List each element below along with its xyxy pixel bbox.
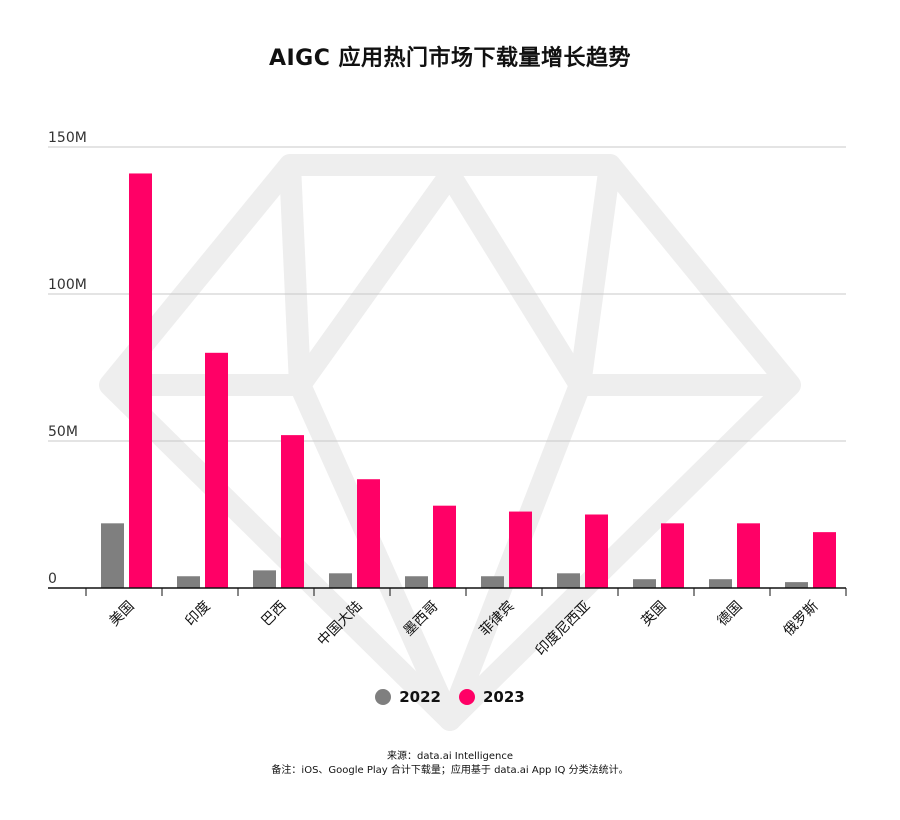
y-tick-label: 100M <box>48 277 87 293</box>
chart-title: AIGC 应用热门市场下载量增长趋势 <box>268 46 632 71</box>
bar-2023 <box>661 523 684 588</box>
bar-2023 <box>357 479 380 588</box>
footer-note: 备注：iOS、Google Play 合计下载量；应用基于 data.ai Ap… <box>271 765 629 776</box>
bar-2023 <box>737 523 760 588</box>
y-tick-label: 0 <box>48 571 57 587</box>
x-tick-label: 英国 <box>638 598 670 630</box>
legend-item-2022: 2022 <box>375 688 441 706</box>
bar-2022 <box>253 570 276 588</box>
bars-group <box>101 173 836 588</box>
bar-2023 <box>205 352 228 588</box>
bar-2022 <box>785 582 808 588</box>
legend-label-2022: 2022 <box>399 688 441 706</box>
bar-2022 <box>329 573 352 588</box>
x-tick-label: 德国 <box>714 598 745 629</box>
bar-2022 <box>557 573 580 588</box>
footer-source: 来源：data.ai Intelligence <box>387 751 513 762</box>
bar-2023 <box>129 173 152 588</box>
legend-swatch-2023 <box>459 689 475 705</box>
bar-2022 <box>101 523 124 588</box>
x-tick-label: 印度 <box>182 598 213 629</box>
bar-2022 <box>177 576 200 588</box>
legend-swatch-2022 <box>375 689 392 705</box>
bar-2023 <box>281 435 304 588</box>
bar-2023 <box>433 505 456 588</box>
bar-2023 <box>813 532 836 588</box>
x-tick-label: 俄罗斯 <box>781 598 822 639</box>
x-tick-label: 美国 <box>106 598 137 629</box>
bar-2022 <box>633 579 656 588</box>
bar-2023 <box>509 511 532 588</box>
y-axis-ticks: 0 50M 100M 150M <box>48 130 87 587</box>
x-axis-labels: 美国 印度 巴西 中国大陆 墨西哥 菲律宾 印度尼西亚 英国 德国 俄罗斯 <box>106 598 821 660</box>
y-tick-label: 50M <box>48 424 78 440</box>
bar-2022 <box>481 576 504 588</box>
bar-2023 <box>585 514 608 588</box>
legend-label-2023: 2023 <box>483 688 525 706</box>
bar-2022 <box>405 576 428 588</box>
legend: 2022 2023 <box>0 688 900 706</box>
legend-item-2023: 2023 <box>459 688 525 706</box>
grid-lines <box>48 146 846 442</box>
x-tick-label: 巴西 <box>258 598 289 629</box>
y-tick-label: 150M <box>48 130 87 146</box>
bar-2022 <box>709 579 732 588</box>
x-axis <box>48 587 847 596</box>
